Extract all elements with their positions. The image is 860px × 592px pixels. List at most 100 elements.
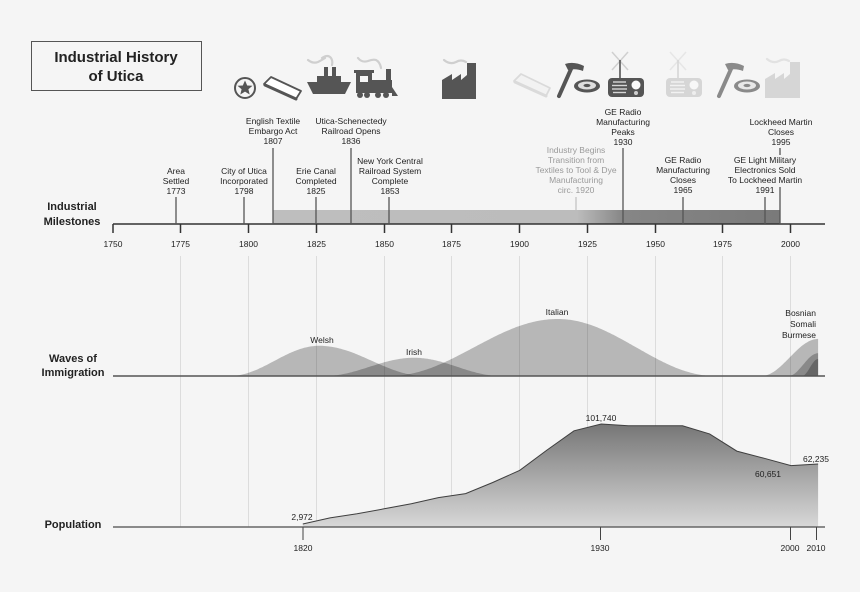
milestone-ge-radio-closes: GE Radio Manufacturing Closes 1965 [656, 155, 710, 224]
milestone-tool-and-dye-transition: Industry Begins Transition from Textiles… [535, 145, 617, 210]
tick-label: 1975 [713, 239, 732, 249]
milestone-ge-radio-peaks: GE Radio Manufacturing Peaks 1930 [596, 107, 650, 224]
milestone-label: Incorporated [220, 176, 268, 186]
milestone-label: Manufacturing [656, 165, 710, 175]
milestone-label: Manufacturing [549, 175, 603, 185]
milestone-year: 1836 [342, 136, 361, 146]
tick-label: 1900 [510, 239, 529, 249]
radio-icon [608, 51, 644, 97]
population-tick-label: 2000 [781, 543, 800, 553]
wave-label-bosnian: Bosnian [785, 308, 816, 318]
tick-label: 1925 [578, 239, 597, 249]
title-box: Industrial History of Utica [31, 41, 202, 91]
hammer-faded-icon [717, 62, 744, 98]
milestone-label: Railroad Opens [321, 126, 380, 136]
milestone-year: 1853 [381, 186, 400, 196]
milestone-label: Railroad System [359, 166, 421, 176]
fabric-bolt-icon [263, 76, 302, 101]
star-emblem-icon [234, 77, 256, 99]
milestones-timeline: 1750 1775 1800 1825 1850 1875 1900 1925 … [104, 107, 825, 249]
immigration-chart: Welsh Irish Italian Bosnian Somali Burme… [113, 307, 825, 377]
milestone-label: Completed [295, 176, 336, 186]
wave-label-burmese: Burmese [782, 330, 816, 340]
tick-label: 1800 [239, 239, 258, 249]
section-labels: Industrial Milestones Waves of Immigrati… [42, 201, 105, 531]
wave-welsh [229, 345, 425, 376]
milestone-label: GE Radio [605, 107, 642, 117]
milestone-label: Complete [372, 176, 409, 186]
milestone-label: Settled [163, 176, 190, 186]
milestone-ny-central-railroad: New York Central Railroad System Complet… [357, 156, 423, 224]
wave-label-italian: Italian [546, 307, 569, 317]
wave-italian [389, 319, 716, 376]
population-value-1820: 2,972 [291, 512, 313, 522]
milestone-year: 1798 [235, 186, 254, 196]
milestone-ge-sold-to-lockheed: GE Light Military Electronics Sold To Lo… [728, 155, 802, 224]
immigration-label-line-1: Waves of [49, 353, 97, 365]
milestone-year: 1773 [167, 186, 186, 196]
immigration-label-line-2: Immigration [42, 367, 105, 379]
population-tick-label: 2010 [807, 543, 826, 553]
milestone-label: GE Light Military [734, 155, 797, 165]
wave-burmese [801, 358, 819, 376]
milestones-label-line-1: Industrial [47, 201, 97, 213]
population-label: Population [45, 519, 102, 531]
milestone-label: Lockheed Martin [750, 117, 813, 127]
milestone-label: Peaks [611, 127, 635, 137]
tick-label: 2000 [781, 239, 800, 249]
icon-row [234, 51, 800, 101]
population-area [302, 424, 819, 527]
hammer-icon [557, 62, 584, 98]
milestone-year: circ. 1920 [558, 185, 595, 195]
milestone-label: Industry Begins [547, 145, 606, 155]
milestone-year: 1930 [614, 137, 633, 147]
population-value-2010: 62,235 [803, 454, 829, 464]
wave-label-somali: Somali [790, 319, 816, 329]
milestone-year: 1807 [264, 136, 283, 146]
milestone-label: Area [167, 166, 185, 176]
milestone-label: Manufacturing [596, 117, 650, 127]
wave-somali [788, 353, 819, 376]
milestone-year: 1965 [674, 185, 693, 195]
wave-bosnian [761, 338, 819, 376]
milestone-year: 1991 [756, 185, 775, 195]
population-tick-label: 1930 [591, 543, 610, 553]
disc-icon [574, 79, 600, 93]
milestone-label: To Lockheed Martin [728, 175, 802, 185]
milestone-lockheed-closes: Lockheed Martin Closes 1995 [750, 117, 813, 224]
milestone-textile-embargo: English Textile Embargo Act 1807 [246, 116, 300, 224]
milestones-label-line-2: Milestones [44, 216, 101, 228]
disc-faded-icon [734, 79, 760, 93]
milestone-label: Textiles to Tool & Dye [535, 165, 616, 175]
milestone-year: 1995 [772, 137, 791, 147]
fabric-bolt-faded-icon [513, 73, 551, 98]
tick-label: 1775 [171, 239, 190, 249]
title-line-1: Industrial History [54, 49, 178, 66]
milestone-label: Transition from [548, 155, 604, 165]
tick-label: 1950 [646, 239, 665, 249]
tick-label: 1850 [375, 239, 394, 249]
wave-irish [324, 357, 501, 376]
milestone-label: New York Central [357, 156, 423, 166]
milestone-area-settled: Area Settled 1773 [163, 166, 190, 224]
population-chart: 1820 1930 2000 2010 2,972 101,740 60,651… [113, 413, 829, 553]
milestone-label: Utica-Schenectedy [315, 116, 387, 126]
locomotive-icon [354, 56, 398, 98]
milestone-label: GE Radio [665, 155, 702, 165]
milestone-label: Erie Canal [296, 166, 336, 176]
wave-label-irish: Irish [406, 347, 422, 357]
population-tick-label: 1820 [294, 543, 313, 553]
milestone-label: English Textile [246, 116, 300, 126]
radio-faded-icon [666, 51, 702, 97]
steamboat-icon [306, 54, 351, 94]
factory-faded-icon [765, 57, 800, 98]
milestone-label: Embargo Act [249, 126, 298, 136]
title-line-2: of Utica [88, 68, 144, 85]
milestone-label: Electronics Sold [735, 165, 796, 175]
population-value-1930: 101,740 [586, 413, 617, 423]
wave-label-welsh: Welsh [310, 335, 334, 345]
population-ticks [302, 527, 817, 540]
milestone-label: City of Utica [221, 166, 267, 176]
milestone-label: Closes [670, 175, 696, 185]
